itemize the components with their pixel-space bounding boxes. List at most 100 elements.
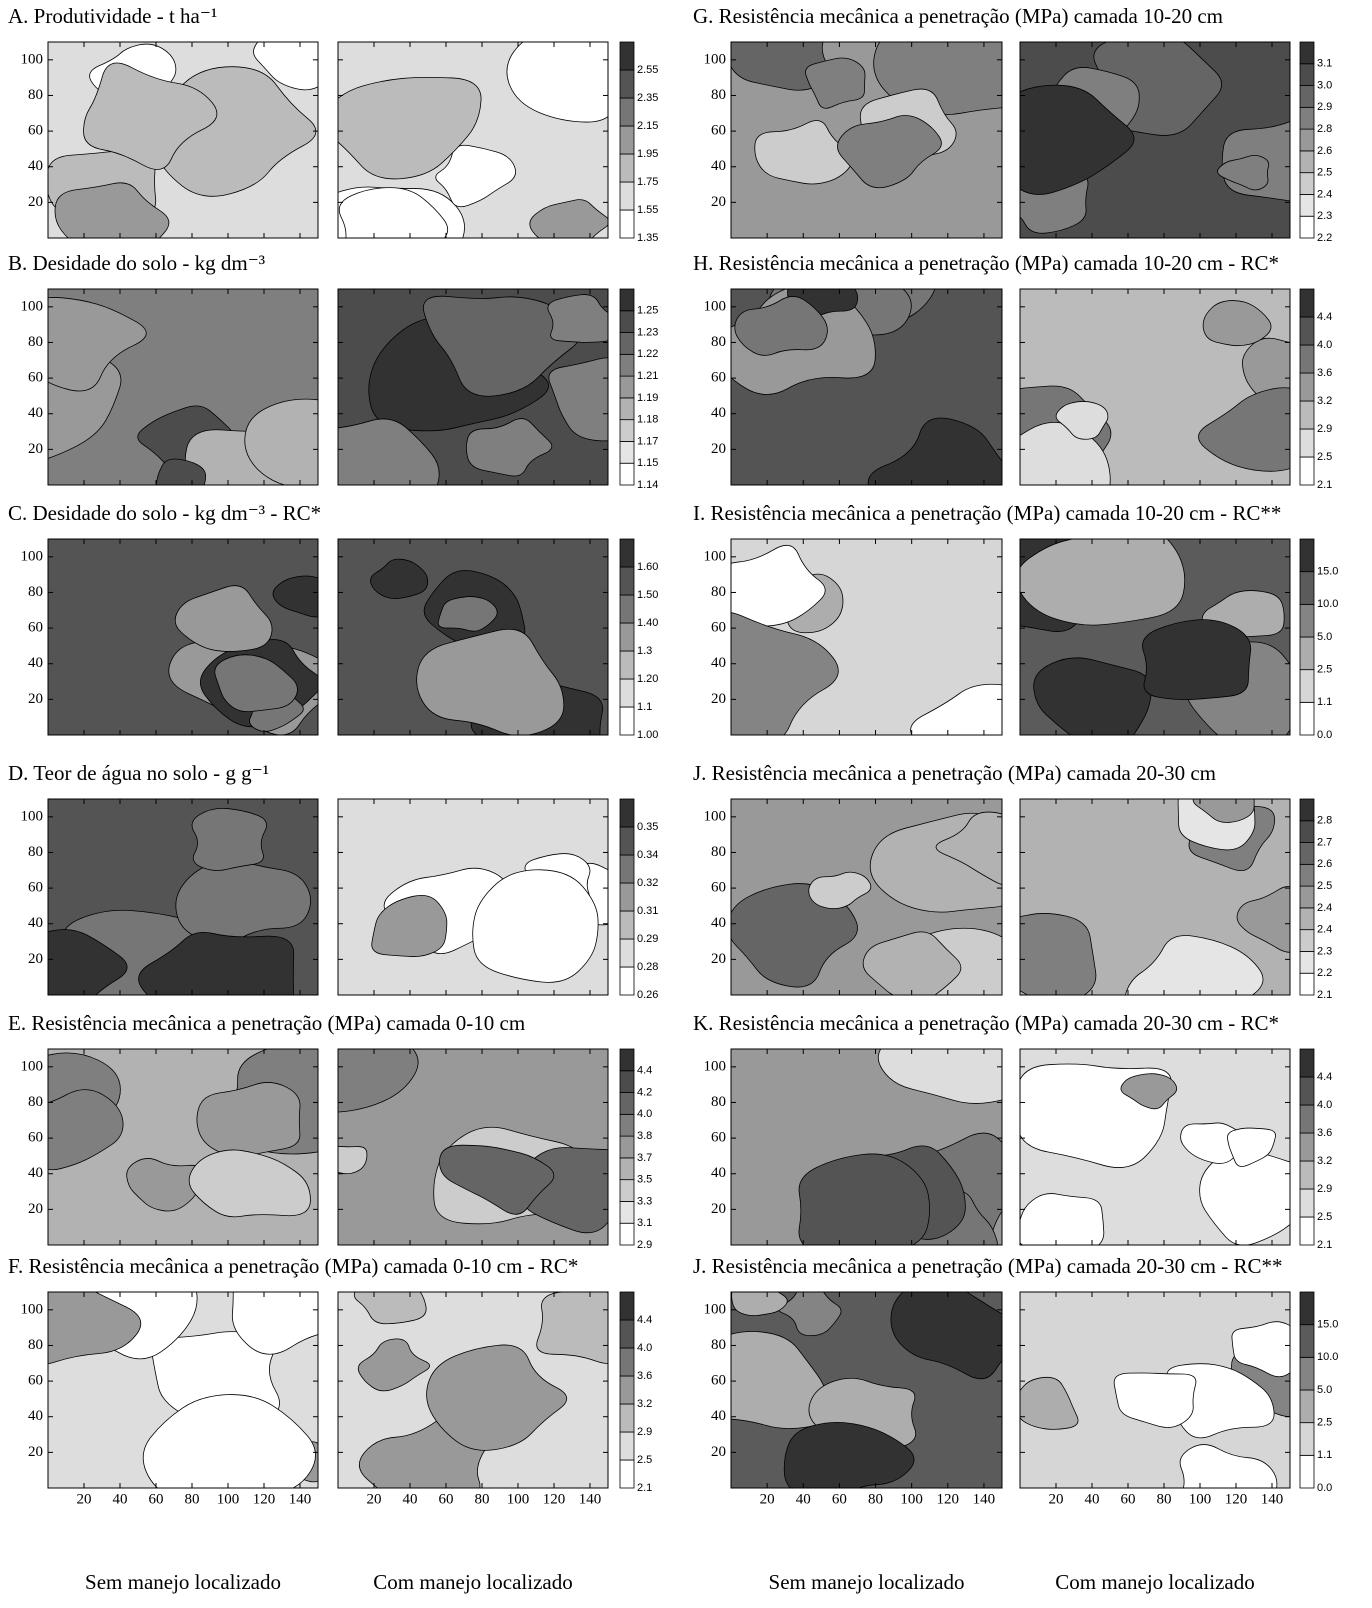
- colorbar-swatch: [1300, 864, 1314, 886]
- colorbar-label: 4.4: [1317, 1071, 1332, 1083]
- panel-title: C. Desidade do solo - kg dm⁻³ - RC*: [8, 501, 321, 525]
- colorbar-swatch: [1300, 317, 1314, 345]
- colorbar-label: 2.9: [637, 1239, 652, 1251]
- colorbar-swatch: [1300, 637, 1314, 670]
- y-tick-label: 100: [21, 548, 44, 564]
- colorbar-swatch: [1300, 216, 1314, 238]
- colorbar-label: 4.4: [637, 1065, 652, 1077]
- panel-title: A. Produtividade - t ha⁻¹: [8, 4, 217, 28]
- x-tick-label: 80: [185, 1491, 200, 1507]
- colorbar-label: 0.35: [637, 821, 658, 833]
- contour-map: [947, 775, 1324, 1037]
- colorbar-swatch: [1300, 401, 1314, 429]
- colorbar-swatch: [1300, 539, 1314, 572]
- y-tick-label: 20: [28, 951, 43, 967]
- contour-map: [728, 799, 1032, 1025]
- colorbar-label: 1.25: [637, 305, 658, 317]
- y-tick-label: 60: [711, 370, 726, 386]
- colorbar-label: 3.8: [637, 1130, 652, 1142]
- colorbar-swatch: [620, 1114, 634, 1136]
- colorbar-label: 1.3: [637, 645, 652, 657]
- colorbar-swatch: [1300, 1423, 1314, 1456]
- colorbar-swatch: [620, 939, 634, 967]
- y-tick-label: 80: [711, 844, 726, 860]
- colorbar-label: 0.32: [637, 877, 658, 889]
- colorbar-label: 2.5: [1317, 880, 1332, 892]
- colorbar-label: 2.3: [1317, 945, 1332, 957]
- contour-map: [0, 289, 371, 523]
- colorbar-label: 2.9: [637, 1426, 652, 1438]
- colorbar-swatch: [620, 420, 634, 442]
- y-tick-label: 20: [711, 951, 726, 967]
- colorbar-label: 10.0: [1317, 1351, 1338, 1363]
- colorbar-label: 0.0: [1317, 1482, 1332, 1494]
- colorbar-label: 2.4: [1317, 924, 1332, 936]
- colorbar-label: 1.15: [637, 457, 658, 469]
- contour-map: [48, 539, 345, 735]
- colorbar-label: 2.2: [1317, 967, 1332, 979]
- colorbar-swatch: [620, 567, 634, 595]
- x-tick-label: 20: [77, 1491, 92, 1507]
- x-tick-label: 100: [1189, 1491, 1212, 1507]
- colorbar-swatch: [620, 182, 634, 210]
- colorbar-swatch: [1300, 107, 1314, 129]
- x-tick-label: 120: [1225, 1491, 1248, 1507]
- contour-map: [275, 1020, 645, 1245]
- contour-map: [728, 18, 1040, 238]
- colorbar-swatch: [620, 799, 634, 827]
- colorbar-label: 3.3: [637, 1195, 652, 1207]
- y-tick-label: 20: [28, 1444, 43, 1460]
- x-tick-label: 120: [253, 1491, 276, 1507]
- colorbar-label: 3.1: [1317, 58, 1332, 70]
- colorbar-swatch: [1300, 1390, 1314, 1423]
- y-tick-label: 40: [28, 1165, 43, 1181]
- colorbar-label: 2.8: [1317, 123, 1332, 135]
- colorbar-swatch: [1300, 1077, 1314, 1105]
- contour-map: [0, 1246, 363, 1508]
- colorbar-swatch: [620, 1292, 634, 1320]
- x-tick-label: 60: [439, 1491, 454, 1507]
- y-tick-label: 80: [28, 1094, 43, 1110]
- x-tick-label: 40: [113, 1491, 128, 1507]
- y-tick-label: 60: [711, 620, 726, 636]
- x-tick-label: 140: [973, 1491, 996, 1507]
- colorbar-swatch: [620, 1093, 634, 1115]
- y-tick-label: 80: [711, 1337, 726, 1353]
- y-tick-label: 20: [711, 1201, 726, 1217]
- contour-map: [46, 24, 334, 257]
- colorbar-swatch: [620, 154, 634, 182]
- subplot-label: Sem manejo localizado: [85, 1570, 281, 1594]
- colorbar-label: 3.6: [1317, 367, 1332, 379]
- colorbar-label: 1.20: [637, 673, 658, 685]
- contour-map: [322, 28, 660, 286]
- colorbar-label: 1.40: [637, 617, 658, 629]
- colorbar-swatch: [1300, 129, 1314, 151]
- contour-region: [192, 808, 267, 870]
- colorbar-swatch: [1300, 930, 1314, 952]
- x-tick-label: 40: [403, 1491, 418, 1507]
- y-tick-label: 20: [28, 1201, 43, 1217]
- x-tick-label: 60: [1121, 1491, 1136, 1507]
- y-tick-label: 40: [711, 655, 726, 671]
- x-tick-label: 100: [900, 1491, 923, 1507]
- y-tick-label: 80: [28, 1337, 43, 1353]
- x-tick-label: 40: [1085, 1491, 1100, 1507]
- colorbar-swatch: [1300, 1292, 1314, 1325]
- colorbar-swatch: [620, 210, 634, 238]
- x-tick-label: 120: [937, 1491, 960, 1507]
- colorbar-swatch: [620, 883, 634, 911]
- colorbar-swatch: [1300, 42, 1314, 64]
- colorbar-swatch: [1300, 572, 1314, 605]
- colorbar-swatch: [1300, 670, 1314, 703]
- colorbar-label: 2.9: [1317, 423, 1332, 435]
- y-tick-label: 80: [28, 87, 43, 103]
- x-tick-label: 140: [579, 1491, 602, 1507]
- colorbar-label: 15.0: [1317, 1319, 1338, 1331]
- colorbar-swatch: [620, 289, 634, 311]
- contour-region: [1143, 620, 1251, 700]
- y-tick-label: 20: [711, 441, 726, 457]
- x-tick-label: 140: [1261, 1491, 1284, 1507]
- contour-map: [976, 519, 1306, 752]
- colorbar-label: 10.0: [1317, 598, 1338, 610]
- colorbar-swatch: [620, 1201, 634, 1223]
